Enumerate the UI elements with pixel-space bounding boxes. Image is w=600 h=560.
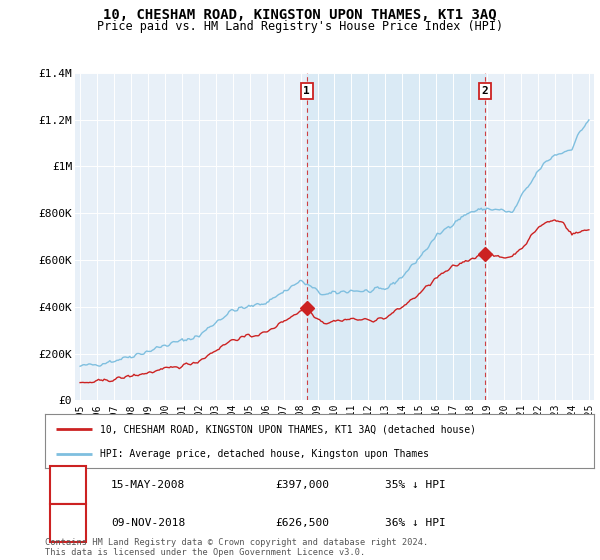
Text: 15-MAY-2008: 15-MAY-2008 xyxy=(111,480,185,490)
Text: £626,500: £626,500 xyxy=(275,518,329,528)
Text: Contains HM Land Registry data © Crown copyright and database right 2024.
This d: Contains HM Land Registry data © Crown c… xyxy=(45,538,428,557)
Text: 09-NOV-2018: 09-NOV-2018 xyxy=(111,518,185,528)
FancyBboxPatch shape xyxy=(50,466,86,504)
Text: 1: 1 xyxy=(65,479,73,492)
Bar xyxy=(307,73,485,400)
Text: 2: 2 xyxy=(65,516,73,529)
FancyBboxPatch shape xyxy=(50,504,86,542)
Text: £397,000: £397,000 xyxy=(275,480,329,490)
Text: 10, CHESHAM ROAD, KINGSTON UPON THAMES, KT1 3AQ: 10, CHESHAM ROAD, KINGSTON UPON THAMES, … xyxy=(103,8,497,22)
Text: 35% ↓ HPI: 35% ↓ HPI xyxy=(385,480,446,490)
Text: 1: 1 xyxy=(304,86,310,96)
Text: 2: 2 xyxy=(481,86,488,96)
Text: HPI: Average price, detached house, Kingston upon Thames: HPI: Average price, detached house, King… xyxy=(100,449,429,459)
Text: Price paid vs. HM Land Registry's House Price Index (HPI): Price paid vs. HM Land Registry's House … xyxy=(97,20,503,32)
Text: 10, CHESHAM ROAD, KINGSTON UPON THAMES, KT1 3AQ (detached house): 10, CHESHAM ROAD, KINGSTON UPON THAMES, … xyxy=(100,424,476,435)
Text: 36% ↓ HPI: 36% ↓ HPI xyxy=(385,518,446,528)
